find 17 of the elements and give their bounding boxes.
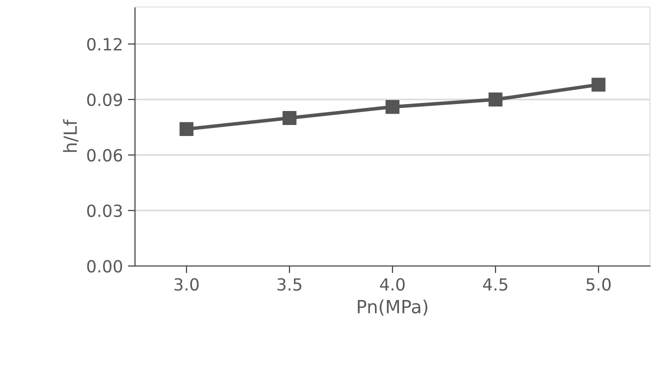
x-tick-label: 4.0 [380,278,405,291]
y-tick-label: 0.06 [87,148,122,162]
y-tick-label: 0.09 [87,93,122,106]
x-tick-label: 5.0 [586,278,611,291]
y-axis-title: h/Lf [63,119,78,152]
y-tick-label: 0.12 [87,38,122,51]
y-tick-label: 0.03 [87,204,122,218]
point [180,122,194,136]
point [488,92,502,106]
y-tick-label: 0.00 [87,260,122,273]
point [592,78,606,92]
x-axis-title: Pn(MPa) [358,300,428,316]
x-tick-label: 4.5 [483,278,508,291]
point [282,111,296,125]
point [386,100,400,114]
x-tick-label: 3.0 [174,278,199,291]
x-tick-label: 3.5 [278,278,302,291]
